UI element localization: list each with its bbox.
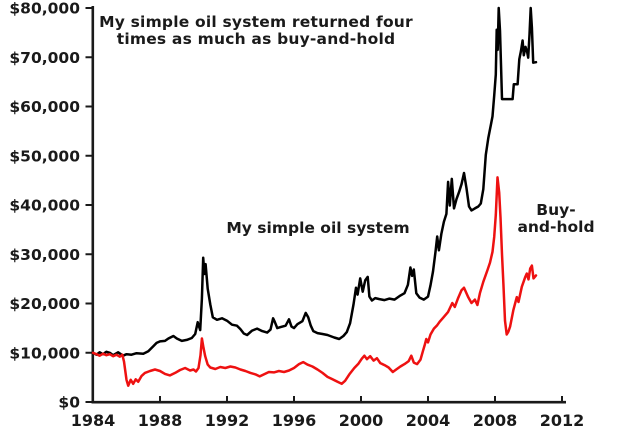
- y-tick-label: $20,000: [9, 295, 80, 313]
- y-tick-label: $0: [58, 394, 80, 412]
- x-tick-label: 2012: [540, 411, 585, 430]
- x-tick-label: 1984: [71, 411, 116, 430]
- system-series-label: My simple oil system: [226, 219, 409, 237]
- x-tick-label: 1992: [205, 411, 250, 430]
- x-tick-label: 1996: [272, 411, 317, 430]
- y-tick-label: $50,000: [9, 147, 80, 165]
- y-tick-label: $10,000: [9, 344, 80, 362]
- x-axis-ticks: 1984 1988 1992 1996 2000 2004 2008 2012: [71, 396, 585, 430]
- system-line: [91, 6, 538, 357]
- y-tick-label: $80,000: [9, 0, 80, 18]
- buyhold-line: [91, 176, 538, 387]
- chart-title-line2: times as much as buy-and-hold: [117, 30, 396, 48]
- chart-title-line1: My simple oil system returned four: [99, 13, 413, 31]
- chart-series: [91, 6, 538, 387]
- y-tick-label: $30,000: [9, 246, 80, 264]
- y-tick-label: $70,000: [9, 49, 80, 67]
- x-tick-label: 2004: [406, 411, 451, 430]
- y-tick-label: $40,000: [9, 197, 80, 215]
- y-axis-ticks: $0 $10,000 $20,000 $30,000 $40,000 $50,000 $60…: [9, 0, 93, 412]
- x-tick-label: 1988: [138, 411, 183, 430]
- buyhold-series-label-line2: and-hold: [517, 218, 594, 236]
- buyhold-series-label-line1: Buy-: [536, 201, 575, 219]
- x-tick-label: 2008: [473, 411, 518, 430]
- x-tick-label: 2000: [339, 411, 384, 430]
- y-tick-label: $60,000: [9, 98, 80, 116]
